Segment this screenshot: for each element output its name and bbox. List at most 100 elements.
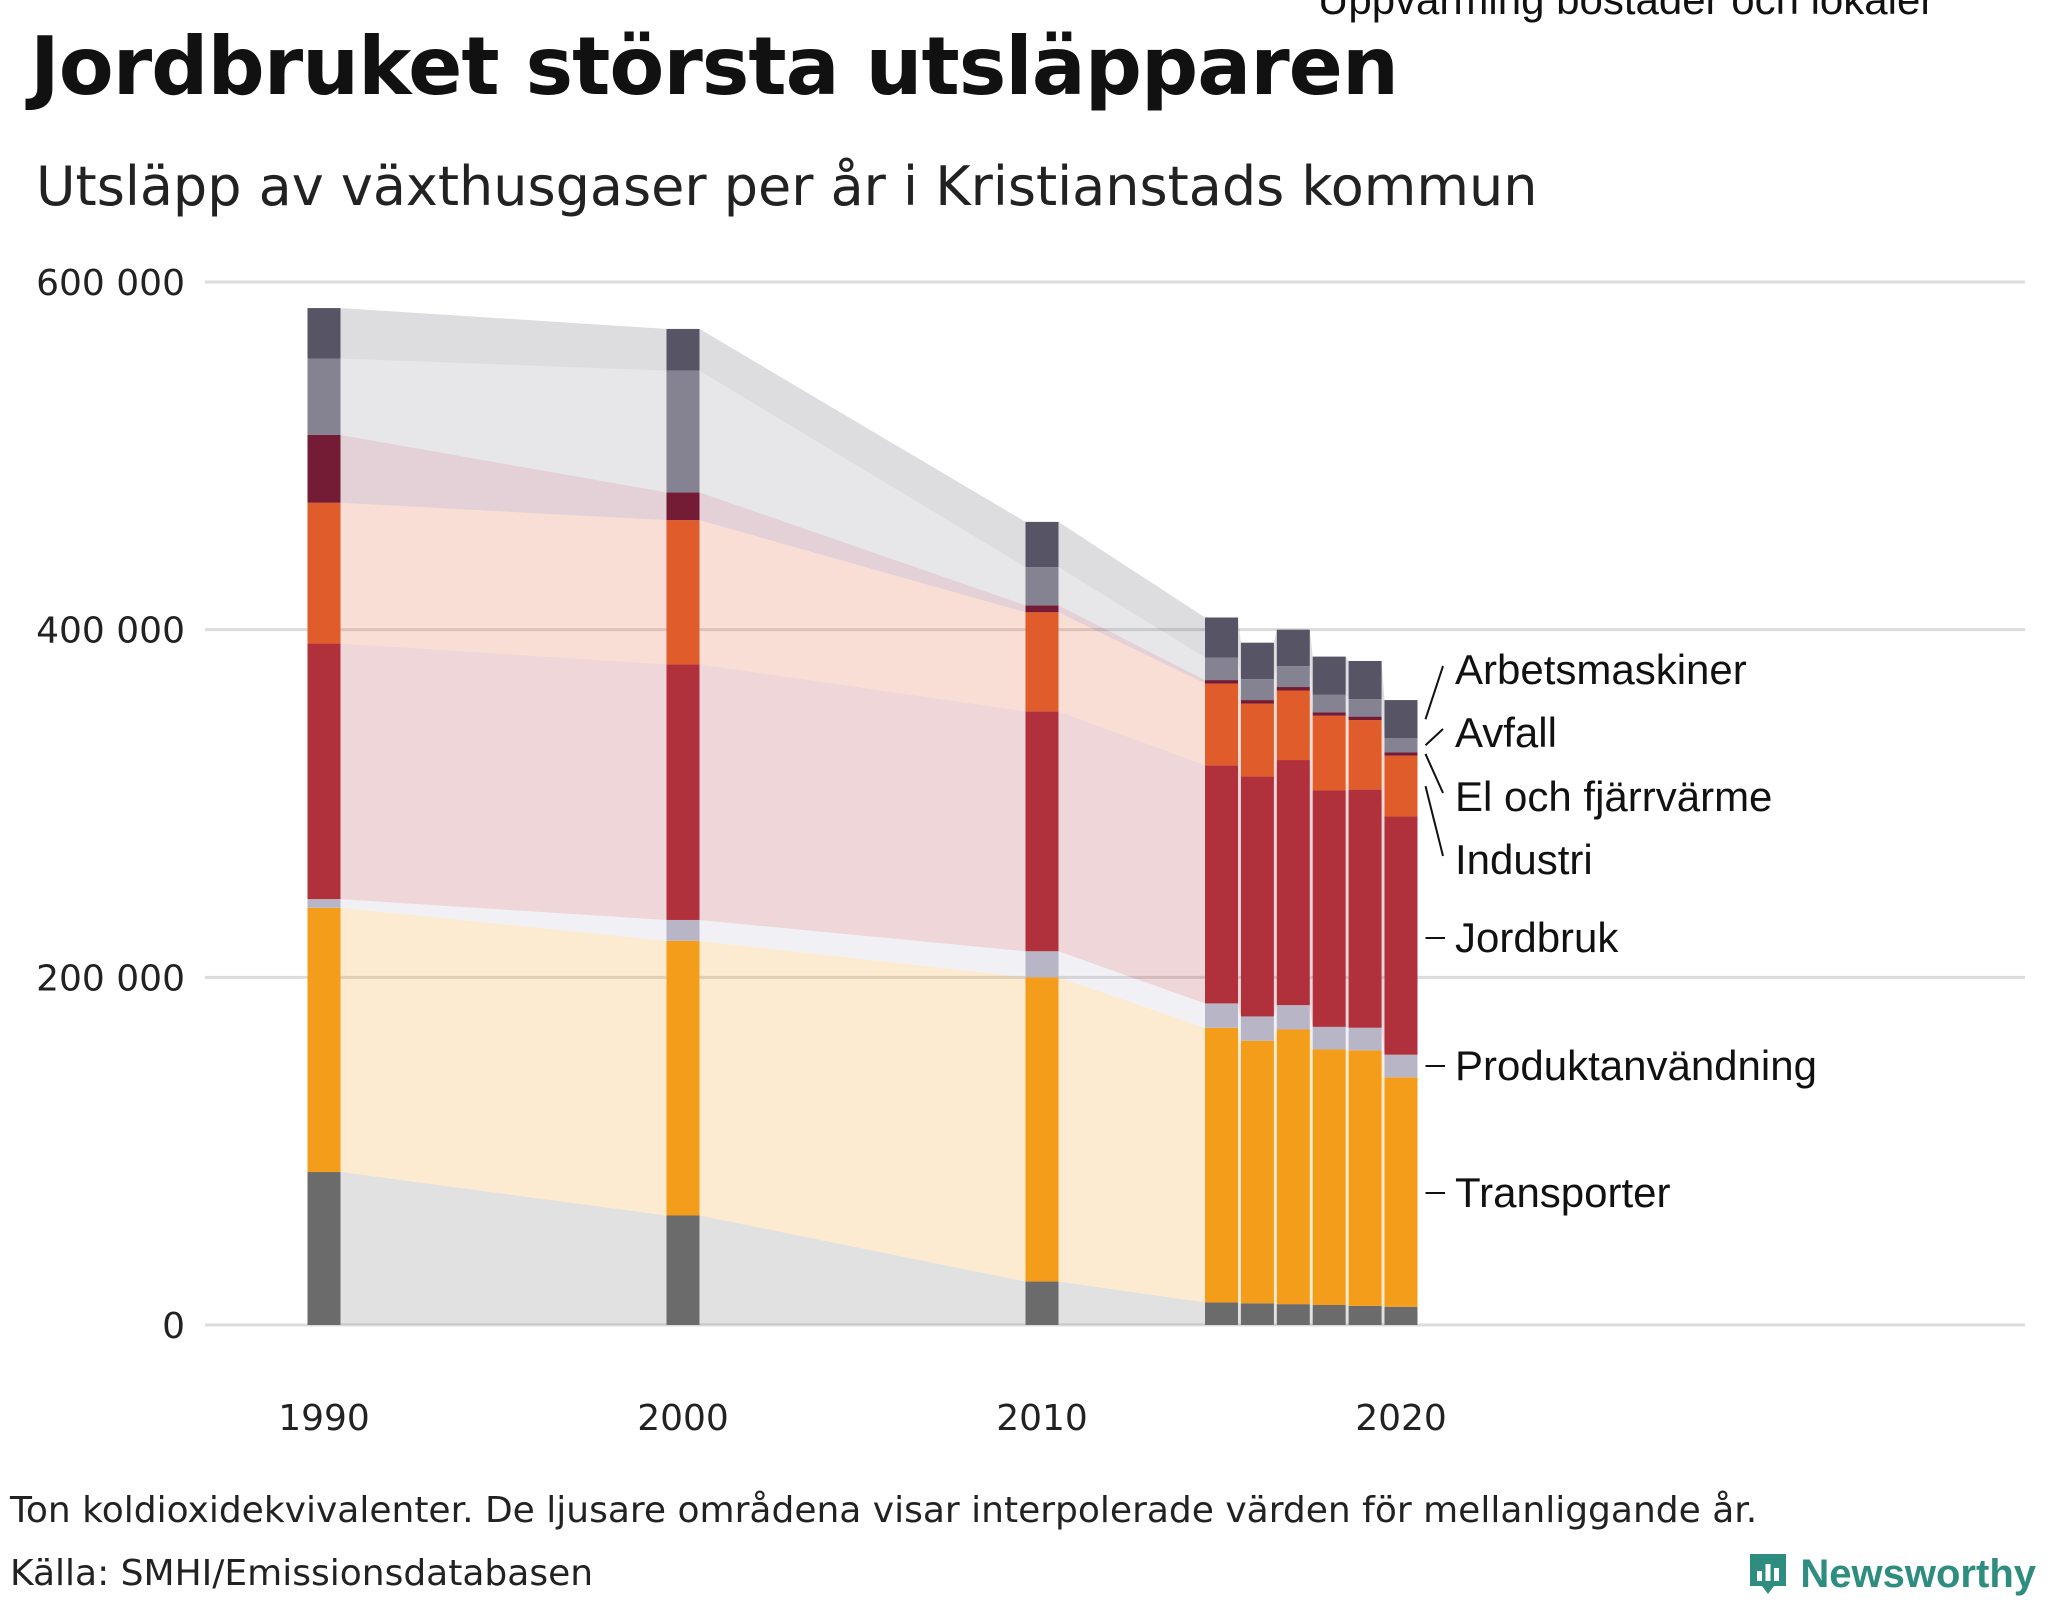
newsworthy-logo-icon [1750,1554,1787,1594]
bar-2016-3 [1240,776,1274,1017]
bar-2010-7 [1025,521,1059,568]
area-5-6 [1345,712,1349,721]
bar-2017-0 [1276,1304,1310,1325]
bar-1990-3 [307,643,341,900]
y-tick-label-0: 0 [162,1306,185,1347]
bar-2015-4 [1205,683,1238,766]
bar-2019-1 [1348,1050,1382,1306]
area-0-4 [1273,1303,1277,1325]
area-7-7 [1381,660,1385,739]
area-0-2 [1058,1281,1205,1325]
bar-1990-7 [307,308,341,359]
bar-2019-2 [1348,1027,1382,1051]
area-1-0 [340,907,667,1216]
bar-2020-6 [1384,738,1418,753]
bars [307,308,1418,1325]
bar-2019-0 [1348,1305,1382,1325]
interpolated-areas [340,308,1385,1325]
bar-2015-0 [1205,1302,1238,1325]
bar-2019-6 [1348,699,1382,717]
area-0-6 [1345,1305,1349,1325]
area-4-2 [1058,612,1205,766]
bar-2000-3 [666,664,700,920]
bar-1990-1 [307,907,341,1173]
area-1-7 [1381,1050,1385,1307]
area-0-3 [1238,1302,1241,1325]
y-tick-label-1: 200 000 [36,958,185,999]
series-label-7: Arbetsmaskiner [1455,646,1747,693]
area-4-0 [340,502,667,665]
series-labels: Uppvärming bostäder och lokaler Transport… [1318,0,1934,1216]
bar-2018-4 [1312,715,1346,791]
bar-2019-5 [1348,716,1382,721]
bar-2010-3 [1025,711,1059,952]
bar-2018-0 [1312,1305,1346,1325]
area-6-2 [1058,567,1205,681]
bar-2010-1 [1025,977,1059,1282]
area-2-0 [340,899,667,941]
series-label-0: Uppvärming bostäder och lokaler [1318,0,1934,23]
x-tick-label-3: 2020 [1355,1398,1447,1439]
area-6-5 [1309,666,1313,713]
bar-2018-3 [1312,790,1346,1027]
bar-2020-0 [1384,1306,1418,1325]
bar-2000-4 [666,520,700,665]
area-0-1 [699,1215,1026,1325]
bar-2016-7 [1240,642,1274,680]
area-6-6 [1345,694,1349,717]
area-1-3 [1238,1027,1241,1304]
area-5-0 [340,434,667,521]
area-5-7 [1381,716,1385,756]
bar-2000-6 [666,370,700,493]
y-tick-label-3: 600 000 [36,263,185,304]
bar-2015-6 [1205,657,1238,681]
area-6-1 [699,370,1026,606]
bar-2018-7 [1312,656,1346,695]
bar-2010-6 [1025,567,1059,606]
area-7-3 [1238,617,1241,680]
area-0-5 [1309,1304,1313,1325]
bar-2017-6 [1276,666,1310,688]
bar-2018-1 [1312,1049,1346,1306]
bar-2017-7 [1276,629,1310,667]
leader-line-7 [1424,665,1444,720]
area-2-3 [1238,1003,1241,1041]
bar-2020-2 [1384,1054,1418,1078]
bar-2018-6 [1312,694,1346,713]
brand-name: Newsworthy [1800,1551,2036,1596]
area-0-0 [340,1172,667,1325]
area-6-0 [340,358,667,493]
leader-line-4 [1424,785,1444,857]
bar-2016-5 [1240,700,1274,704]
area-4-7 [1381,720,1385,817]
bar-2019-7 [1348,660,1382,700]
bar-2015-2 [1205,1003,1238,1028]
x-tick-label-1: 2000 [637,1398,729,1439]
bar-2020-7 [1384,700,1418,739]
bar-1990-0 [307,1172,341,1325]
series-label-6: Avfall [1455,709,1557,756]
bar-2020-4 [1384,755,1418,817]
gridlines [205,280,2025,1327]
area-3-0 [340,643,667,920]
area-4-1 [699,520,1026,712]
bar-2016-6 [1240,679,1274,701]
bar-2015-7 [1205,617,1238,658]
bar-2010-0 [1025,1281,1059,1325]
leader-line-6 [1424,728,1444,746]
bar-2017-1 [1276,1029,1310,1305]
bar-2017-4 [1276,690,1310,761]
area-2-7 [1381,1027,1385,1078]
x-axis: 1990 2000 2010 2020 [278,1398,1447,1439]
bar-2020-3 [1384,816,1418,1055]
brand-logo: Newsworthy [1746,1550,2036,1598]
bar-2016-1 [1240,1040,1274,1304]
bar-2015-5 [1205,680,1238,684]
bar-2019-4 [1348,720,1382,790]
area-4-4 [1273,690,1277,777]
source-note: Källa: SMHI/Emissionsdatabasen [10,1553,594,1594]
area-2-2 [1058,951,1205,1028]
area-7-2 [1058,521,1205,658]
area-5-3 [1238,680,1241,704]
